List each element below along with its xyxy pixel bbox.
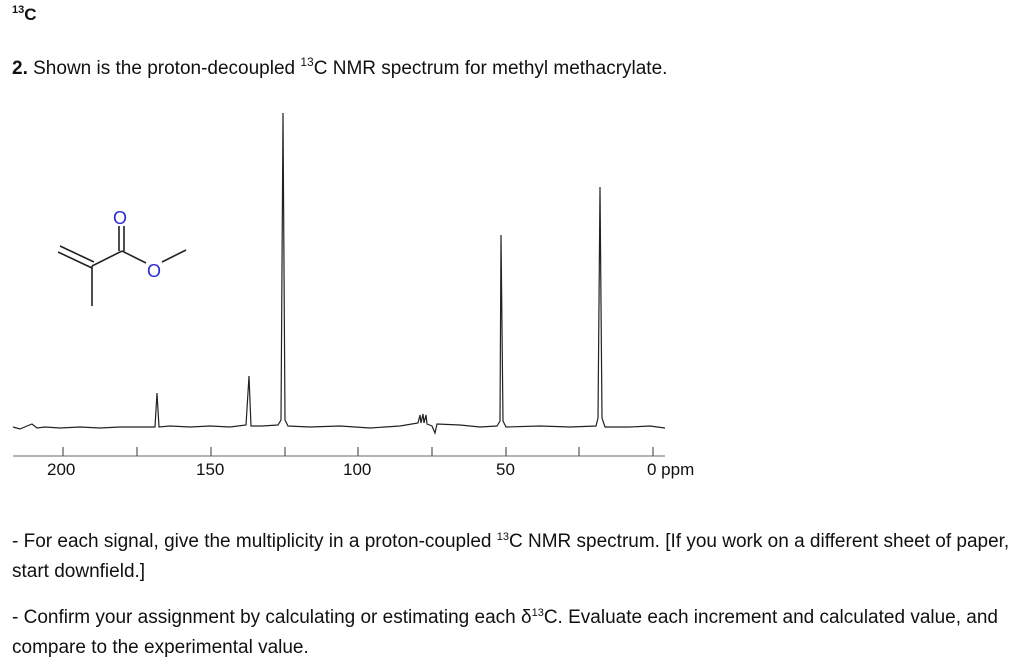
molecule-structure	[57, 226, 187, 306]
instruction-multiplicity: - For each signal, give the multiplicity…	[12, 522, 1022, 587]
question-number: 2.	[12, 58, 28, 79]
axis-ticks	[62, 447, 654, 456]
tick-label-50: 50	[496, 460, 515, 479]
oxygen-ester: O	[147, 261, 161, 281]
oxygen-carbonyl: O	[113, 208, 127, 228]
spectrum-figure: O O 200 150 100 50 0 ppm	[12, 112, 694, 479]
instruction-text: - Confirm your assignment by calculating…	[12, 607, 532, 628]
tick-label-200: 200	[47, 460, 75, 479]
tick-label-0-ppm: 0 ppm	[647, 460, 694, 479]
instruction-text: C NMR spectrum. [If you work on a differ…	[12, 531, 1010, 582]
isotope-superscript: 13	[12, 4, 25, 16]
header-label: C	[24, 5, 37, 24]
instruction-text: - For each signal, give the multiplicity…	[12, 531, 497, 552]
spectrum-trace	[12, 112, 666, 435]
isotope-superscript: 13	[300, 55, 314, 69]
instruction-shift-calculation: - Confirm your assignment by calculating…	[12, 598, 1022, 663]
tick-label-150: 150	[196, 460, 224, 479]
isotope-superscript: 13	[496, 531, 509, 543]
question-text: 2. Shown is the proton-decoupled 13C NMR…	[12, 55, 667, 80]
section-header: 13C	[12, 4, 37, 25]
question-text-part: Shown is the proton-decoupled	[27, 58, 301, 79]
tick-label-100: 100	[343, 460, 371, 479]
question-text-part: C NMR spectrum for methyl methacrylate.	[313, 58, 668, 79]
isotope-superscript: 13	[531, 607, 544, 619]
instruction-text: C. Evaluate each increment and calculate…	[12, 607, 999, 658]
